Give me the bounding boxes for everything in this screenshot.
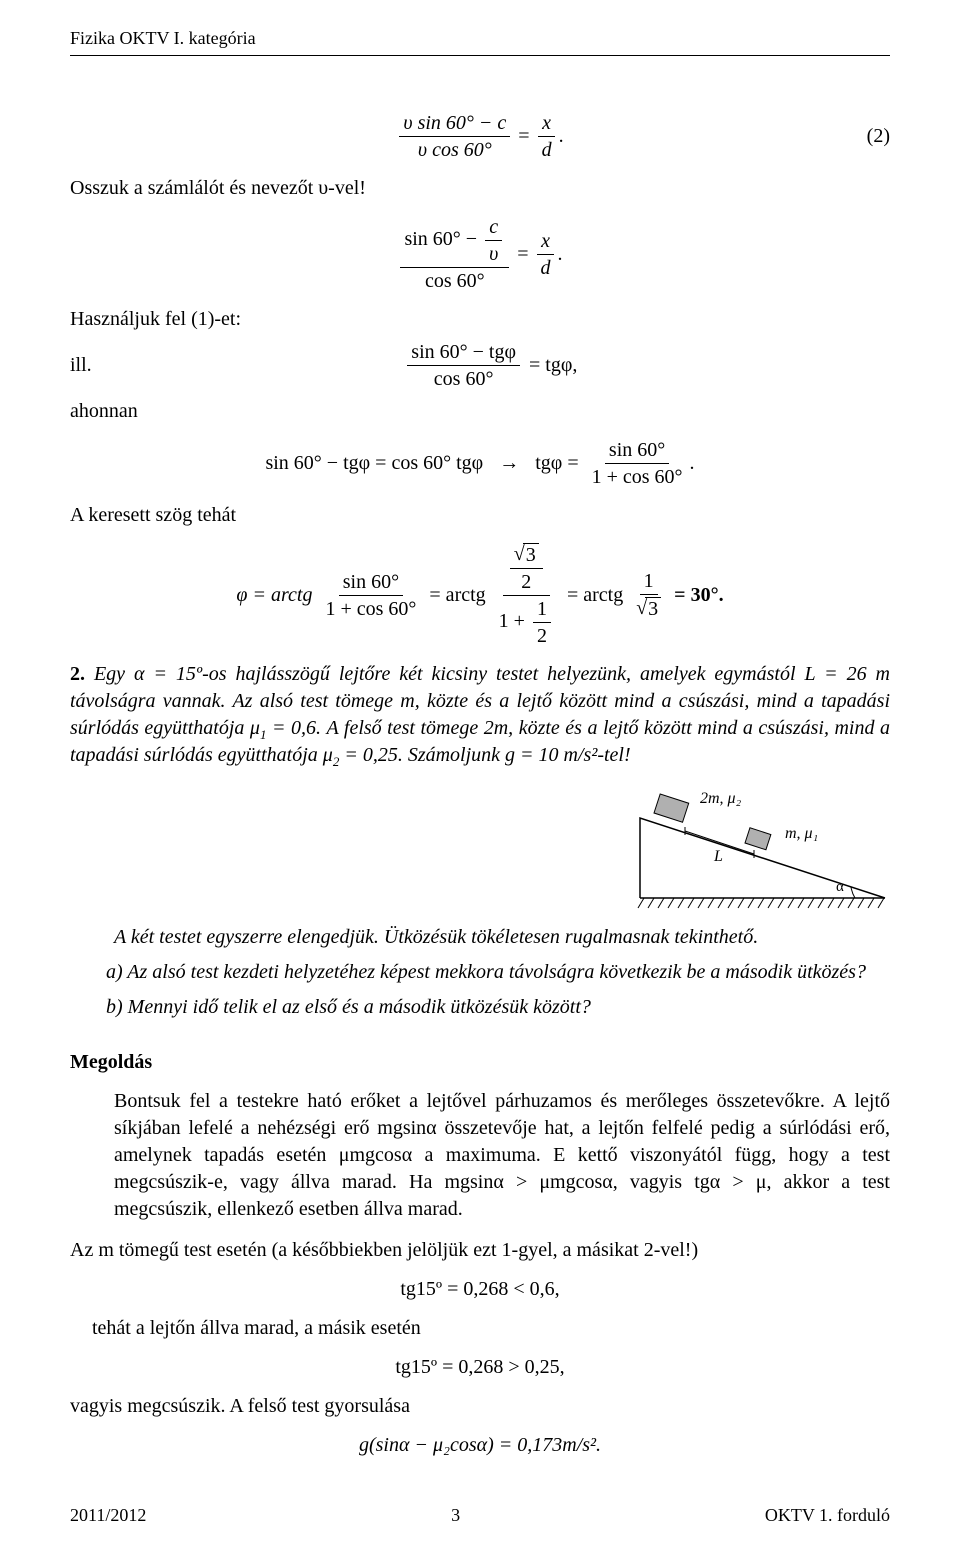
text-line-3-row: ill. sin 60° − tgφ cos 60° = tgφ, — [70, 341, 890, 390]
solution-para3: tehát a lejtőn állva marad, a másik eset… — [70, 1315, 890, 1342]
eq1-rhs-den: d — [538, 137, 556, 161]
eq5-final: = 30°. — [674, 584, 723, 607]
eq4-left: sin 60° − tgφ = cos 60° tgφ — [265, 452, 483, 475]
text-line-3: ill. — [70, 352, 92, 379]
text-line-1: Osszuk a számlálót és nevezőt υ-vel! — [70, 175, 890, 202]
footer-right: OKTV 1. forduló — [765, 1505, 890, 1526]
problem-2-qa: a) Az alsó test kezdeti helyzetéhez képe… — [70, 959, 890, 986]
tg15a-text: tg15º = 0,268 < 0,6, — [400, 1278, 559, 1301]
incline-diagram: 2m, μ₂ m, μ₁ L α — [630, 783, 890, 918]
eq5-f2-den: 1 + — [499, 610, 525, 632]
problem-2-qb: b) Mennyi idő telik el az első és a máso… — [70, 994, 890, 1021]
footer-center: 3 — [451, 1505, 460, 1526]
solution-para1-text: Bontsuk fel a testekre ható erőket a lej… — [70, 1088, 890, 1223]
page-header: Fizika OKTV I. kategória — [70, 28, 890, 56]
equation-2: υ sin 60° − c υ cos 60° = x d . (2) — [70, 112, 890, 161]
equation-tag-2: (2) — [867, 125, 890, 148]
problem-text-c: = 0,25. Számoljunk g = 10 m/s²-tel! — [339, 744, 630, 766]
qb-text: b) Mennyi idő telik el az első és a máso… — [70, 994, 591, 1021]
eq4-arrow: → — [499, 452, 519, 475]
text-line-2: Használjuk fel (1)-et: — [70, 306, 890, 333]
eq2-inner-num: c — [485, 216, 502, 241]
eq3-rhs: = tgφ, — [529, 352, 577, 379]
problem-2-para1: 2. Egy α = 15º-os hajlásszögű lejtőre ké… — [70, 661, 890, 769]
page-footer: 2011/2012 3 OKTV 1. forduló — [70, 1505, 890, 1546]
text-line-5: A keresett szög tehát — [70, 502, 890, 529]
eq2-outer-top: sin 60° − — [404, 228, 477, 250]
eq5-mid1: = arctg — [429, 584, 485, 607]
eq5-mid2: = arctg — [567, 584, 623, 607]
eq5-f3-num: 1 — [640, 570, 658, 595]
eq5-f2-den-inner-den: 2 — [533, 623, 551, 647]
eq2-inner-den: υ — [485, 241, 502, 265]
eq2-rhs-den: d — [537, 255, 555, 279]
eq5-f1-num: sin 60° — [339, 571, 403, 596]
diagram-label-top: 2m, μ₂ — [700, 790, 742, 807]
equation-gsina: g(sinα − μ₂cosα) = 0,173m/s². — [70, 1434, 890, 1457]
gsina-text: g(sinα − μ₂cosα) = 0,173m/s². — [359, 1434, 601, 1457]
solution-para4: vagyis megcsúszik. A felső test gyorsulá… — [70, 1393, 890, 1420]
problem-2: 2. Egy α = 15º-os hajlásszögű lejtőre ké… — [70, 661, 890, 1029]
eq2-rhs-num: x — [537, 230, 554, 255]
equation-2a: sin 60° − c υ cos 60° = x d . — [70, 216, 890, 292]
eq3-lhs-den: cos 60° — [430, 366, 498, 390]
eq5-f1-den: 1 + cos 60° — [321, 596, 420, 620]
eq4-mid: tgφ = — [535, 452, 578, 475]
equation-4: sin 60° − tgφ = cos 60° tgφ → tgφ = sin … — [70, 439, 890, 488]
eq5-pre: φ = arctg — [236, 584, 312, 607]
equation-5: φ = arctg sin 60° 1 + cos 60° = arctg √3… — [70, 543, 890, 647]
qa-text: a) Az alsó test kezdeti helyzetéhez képe… — [70, 959, 866, 986]
text-line-4: ahonnan — [70, 398, 890, 425]
eq2-outer-den: cos 60° — [421, 268, 489, 292]
diagram-label-l: L — [713, 848, 723, 865]
eq1-den: υ cos 60° — [414, 137, 496, 161]
eq5-f2-num-sqrt: 3 — [523, 543, 539, 566]
eq4-rhs-den: 1 + cos 60° — [588, 464, 687, 488]
footer-left: 2011/2012 — [70, 1505, 146, 1526]
equation-tg15b: tg15º = 0,268 > 0,25, — [70, 1356, 890, 1379]
equation-tg15a: tg15º = 0,268 < 0,6, — [70, 1278, 890, 1301]
problem-two-bodies: A két testet egyszerre elengedjük. Ütköz… — [70, 924, 758, 951]
eq5-f2-num-over: 2 — [517, 569, 535, 593]
tg15b-text: tg15º = 0,268 > 0,25, — [395, 1356, 564, 1379]
solution-para1: Bontsuk fel a testekre ható erőket a lej… — [70, 1088, 890, 1223]
eq3-lhs-num: sin 60° − tgφ — [407, 341, 520, 366]
solution-heading: Megoldás — [70, 1051, 890, 1074]
diagram-label-alpha: α — [836, 879, 844, 895]
eq5-f3-den-sqrt: 3 — [645, 597, 661, 620]
eq5-f2-den-inner-num: 1 — [533, 598, 551, 623]
eq1-rhs-num: x — [538, 112, 555, 137]
problem-number: 2. — [70, 663, 85, 685]
solution-para2: Az m tömegű test esetén (a későbbiekben … — [70, 1237, 890, 1264]
eq4-rhs-num: sin 60° — [605, 439, 669, 464]
eq1-num: υ sin 60° − c — [399, 112, 510, 137]
diagram-label-mid: m, μ₁ — [785, 825, 818, 842]
